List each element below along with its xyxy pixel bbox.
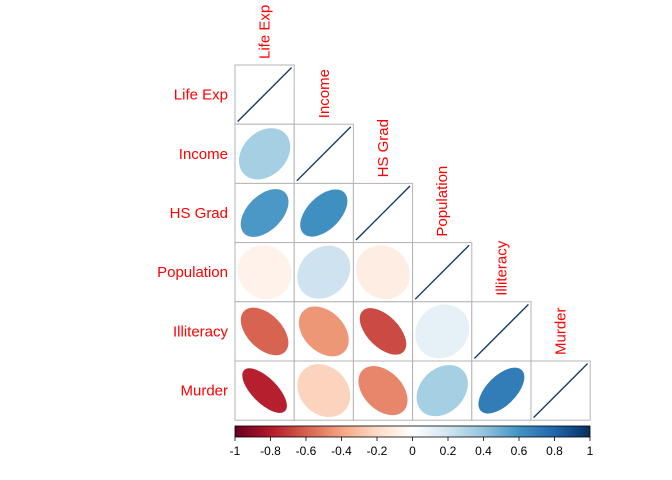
cell-population-hs-grad (352, 242, 414, 303)
colorbar-tick-label: -0.4 (331, 444, 352, 458)
column-label-life-exp: Life Exp (257, 5, 274, 59)
correlation-ellipse (237, 245, 292, 300)
cell-population-life-exp (234, 242, 295, 303)
column-label-murder: Murder (553, 307, 570, 355)
diagonal-line (296, 126, 352, 182)
diagonal-line (414, 244, 470, 300)
colorbar (234, 425, 591, 438)
correlation-ellipse (297, 245, 351, 299)
cell-illiteracy-life-exp (234, 301, 295, 362)
correlation-ellipse (240, 307, 289, 356)
correlation-ellipse (297, 364, 351, 418)
cell-income-income (293, 123, 354, 184)
row-label-population: Population (157, 264, 228, 281)
cell-hs-grad-hs-grad (352, 182, 414, 244)
correlation-ellipse (478, 367, 525, 414)
correlation-ellipse (358, 366, 408, 416)
colorbar-tick-label: -0.6 (296, 444, 317, 458)
row-label-life-exp: Life Exp (174, 87, 228, 104)
correlation-ellipse (240, 189, 289, 237)
cell-income-life-exp (234, 123, 295, 184)
correlation-ellipse (298, 306, 349, 357)
colorbar-tick-label: -0.8 (260, 444, 281, 458)
column-label-hs-grad: HS Grad (375, 119, 392, 177)
correlation-ellipse (300, 189, 348, 237)
colorbar-tick-label: 0.8 (546, 444, 563, 458)
cell-murder-hs-grad (352, 360, 414, 421)
row-label-illiteracy: Illiteracy (173, 323, 229, 340)
cell-population-income (293, 242, 354, 303)
cell-murder-population (412, 360, 473, 421)
colorbar-tick-label: -1 (230, 444, 241, 458)
row-label-murder: Murder (180, 383, 228, 400)
correlation-ellipse (242, 368, 287, 413)
correlation-ellipse (416, 364, 468, 417)
cell-murder-income (293, 360, 354, 421)
colorbar-tick-label: -0.2 (367, 444, 388, 458)
cell-population-population (412, 242, 473, 303)
column-label-population: Population (434, 166, 451, 237)
cell-life-exp-life-exp (234, 64, 295, 125)
cell-hs-grad-life-exp (234, 182, 295, 244)
row-label-income: Income (179, 146, 228, 163)
cell-illiteracy-hs-grad (352, 301, 414, 362)
correlation-ellipse (356, 245, 410, 300)
colorbar-tick-label: 0 (409, 444, 416, 458)
diagonal-line (473, 303, 529, 359)
cell-murder-life-exp (234, 360, 295, 421)
correlation-ellipse (359, 308, 407, 355)
cell-hs-grad-income (293, 182, 354, 244)
cell-murder-murder (530, 360, 591, 421)
diagonal-line (355, 185, 411, 241)
cell-murder-illiteracy (471, 360, 532, 421)
diagonal-line (533, 363, 589, 419)
column-label-income: Income (316, 69, 333, 118)
colorbar-tick-label: 0.4 (475, 444, 492, 458)
diagonal-line (237, 67, 293, 123)
column-label-illiteracy: Illiteracy (493, 240, 510, 296)
cell-illiteracy-illiteracy (471, 301, 532, 362)
colorbar-tick-label: 0.6 (511, 444, 528, 458)
row-label-hs-grad: HS Grad (170, 205, 228, 222)
cell-illiteracy-population (412, 301, 473, 362)
correlation-ellipse (238, 128, 291, 180)
cell-illiteracy-income (293, 301, 354, 362)
colorbar-tick-label: 1 (587, 444, 594, 458)
colorbar-tick-label: 0.2 (440, 444, 457, 458)
correlation-ellipse (415, 304, 470, 359)
